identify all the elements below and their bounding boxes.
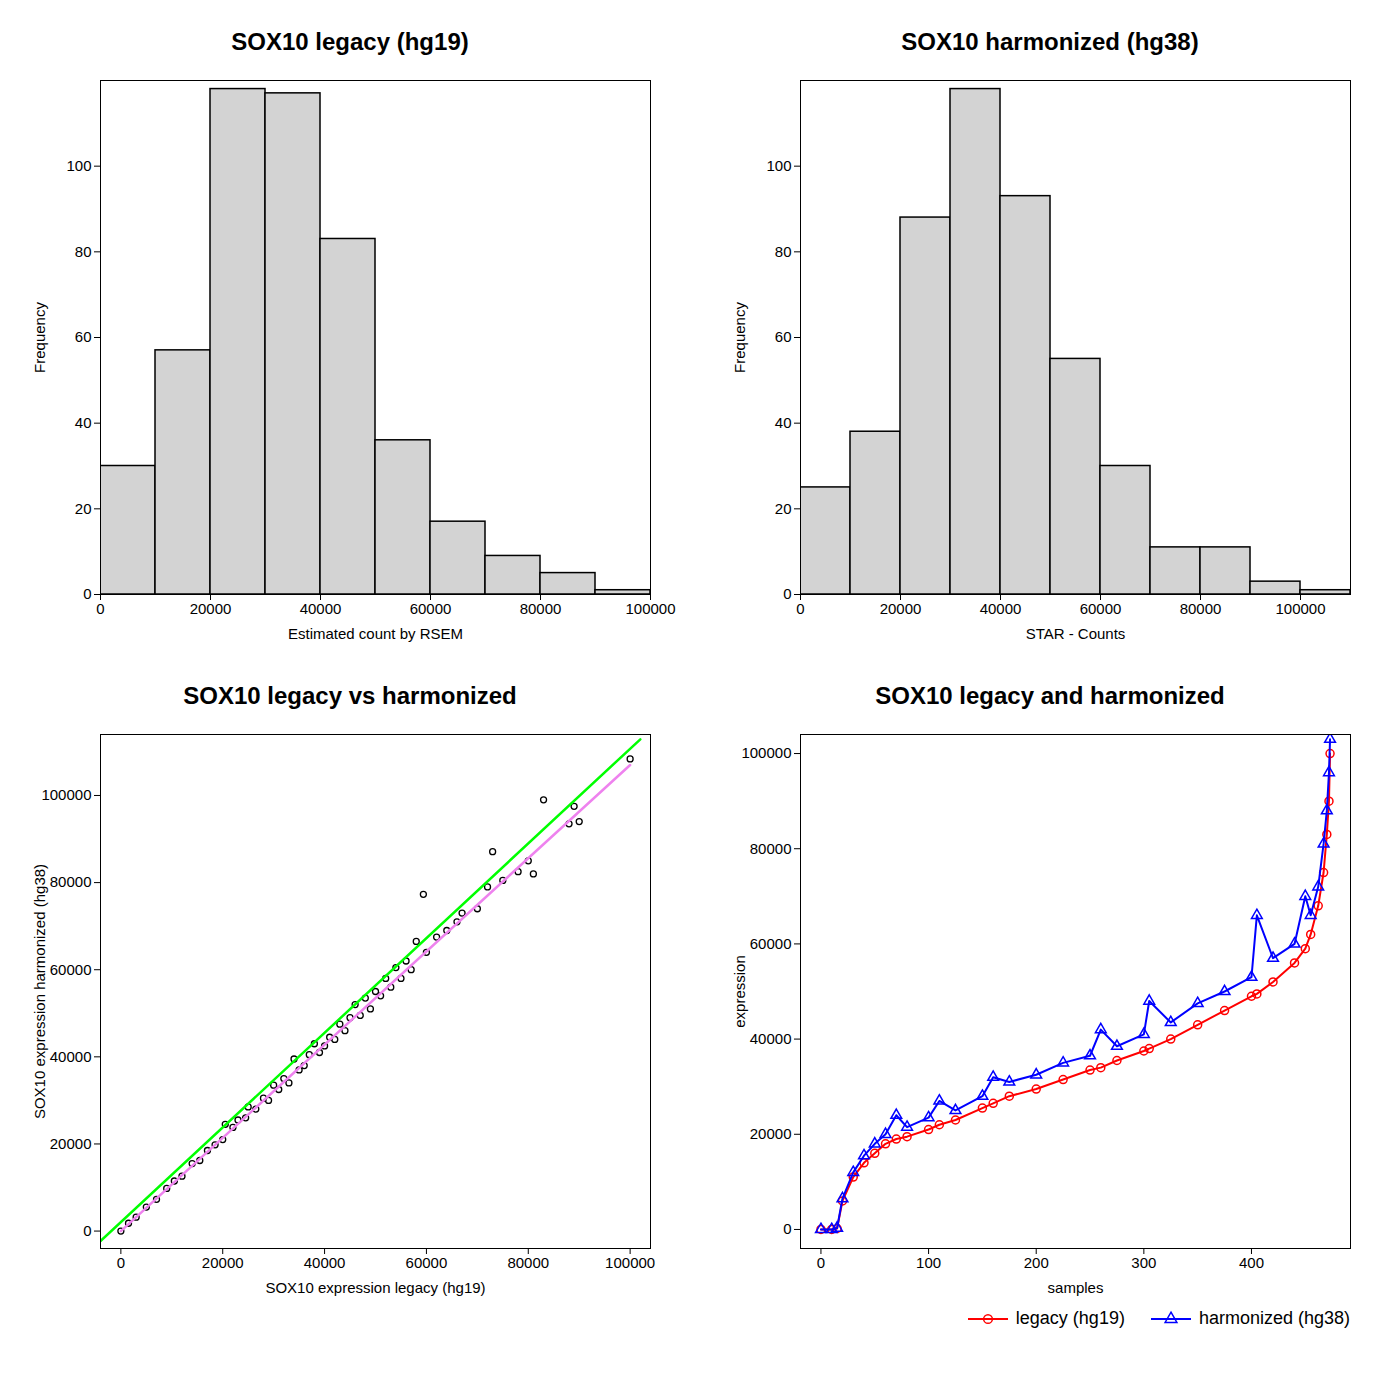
- svg-text:20000: 20000: [750, 1125, 792, 1142]
- svg-text:60000: 60000: [406, 1254, 448, 1271]
- svg-text:40000: 40000: [50, 1048, 92, 1065]
- svg-text:STAR - Counts: STAR - Counts: [1026, 625, 1126, 642]
- html-text:SOX10 harmonized (hg38): SOX10 harmonized (hg38): [901, 28, 1199, 55]
- svg-text:60: 60: [75, 328, 92, 345]
- svg-text:300: 300: [1131, 1254, 1156, 1271]
- svg-text:40000: 40000: [980, 600, 1022, 617]
- svg-text:100000: 100000: [41, 786, 91, 803]
- svg-text:100000: 100000: [625, 600, 675, 617]
- svg-text:100: 100: [916, 1254, 941, 1271]
- svg-text:0: 0: [83, 1222, 91, 1239]
- svg-text:80000: 80000: [520, 600, 562, 617]
- svg-text:400: 400: [1239, 1254, 1264, 1271]
- svg-text:0: 0: [817, 1254, 825, 1271]
- svg-text:Frequency: Frequency: [731, 302, 748, 373]
- svg-text:40: 40: [775, 414, 792, 431]
- svg-text:80000: 80000: [1180, 600, 1222, 617]
- svg-text:80: 80: [75, 243, 92, 260]
- svg-text:0: 0: [96, 600, 104, 617]
- svg-text:0: 0: [783, 1220, 791, 1237]
- svg-text:200: 200: [1024, 1254, 1049, 1271]
- svg-text:80000: 80000: [507, 1254, 549, 1271]
- svg-text:100: 100: [66, 157, 91, 174]
- svg-text:80000: 80000: [750, 840, 792, 857]
- svg-text:100000: 100000: [605, 1254, 655, 1271]
- svg-text:60000: 60000: [750, 935, 792, 952]
- svg-text:60: 60: [775, 328, 792, 345]
- svg-text:20000: 20000: [202, 1254, 244, 1271]
- svg-text:expression: expression: [731, 955, 748, 1028]
- svg-text:40: 40: [75, 414, 92, 431]
- svg-text:20: 20: [75, 500, 92, 517]
- html-text:SOX10 legacy vs harmonized: SOX10 legacy vs harmonized: [183, 682, 517, 709]
- svg-text:60000: 60000: [50, 961, 92, 978]
- svg-text:20: 20: [775, 500, 792, 517]
- svg-text:0: 0: [117, 1254, 125, 1271]
- svg-text:100: 100: [766, 157, 791, 174]
- html-text:harmonized (hg38): harmonized (hg38): [1198, 1308, 1350, 1328]
- svg-text:20000: 20000: [50, 1135, 92, 1152]
- svg-text:60000: 60000: [1080, 600, 1122, 617]
- svg-text:SOX10 expression legacy (hg19): SOX10 expression legacy (hg19): [265, 1279, 485, 1296]
- svg-text:SOX10 expression harmonized (h: SOX10 expression harmonized (hg38): [31, 864, 48, 1119]
- svg-text:0: 0: [83, 585, 91, 602]
- html-text:SOX10 legacy (hg19): SOX10 legacy (hg19): [231, 28, 469, 55]
- svg-text:100000: 100000: [741, 744, 791, 761]
- svg-text:40000: 40000: [304, 1254, 346, 1271]
- html-text:legacy (hg19): legacy (hg19): [1015, 1308, 1125, 1328]
- html-text:SOX10 legacy and harmonized: SOX10 legacy and harmonized: [875, 682, 1225, 709]
- svg-text:Frequency: Frequency: [31, 302, 48, 373]
- svg-text:20000: 20000: [880, 600, 922, 617]
- svg-text:0: 0: [796, 600, 804, 617]
- svg-text:80: 80: [775, 243, 792, 260]
- svg-text:0: 0: [783, 585, 791, 602]
- svg-text:40000: 40000: [750, 1030, 792, 1047]
- svg-text:Estimated count by RSEM: Estimated count by RSEM: [288, 625, 463, 642]
- svg-text:60000: 60000: [410, 600, 452, 617]
- svg-text:80000: 80000: [50, 873, 92, 890]
- svg-text:samples: samples: [1048, 1279, 1104, 1296]
- svg-text:20000: 20000: [190, 600, 232, 617]
- svg-text:100000: 100000: [1275, 600, 1325, 617]
- svg-text:40000: 40000: [300, 600, 342, 617]
